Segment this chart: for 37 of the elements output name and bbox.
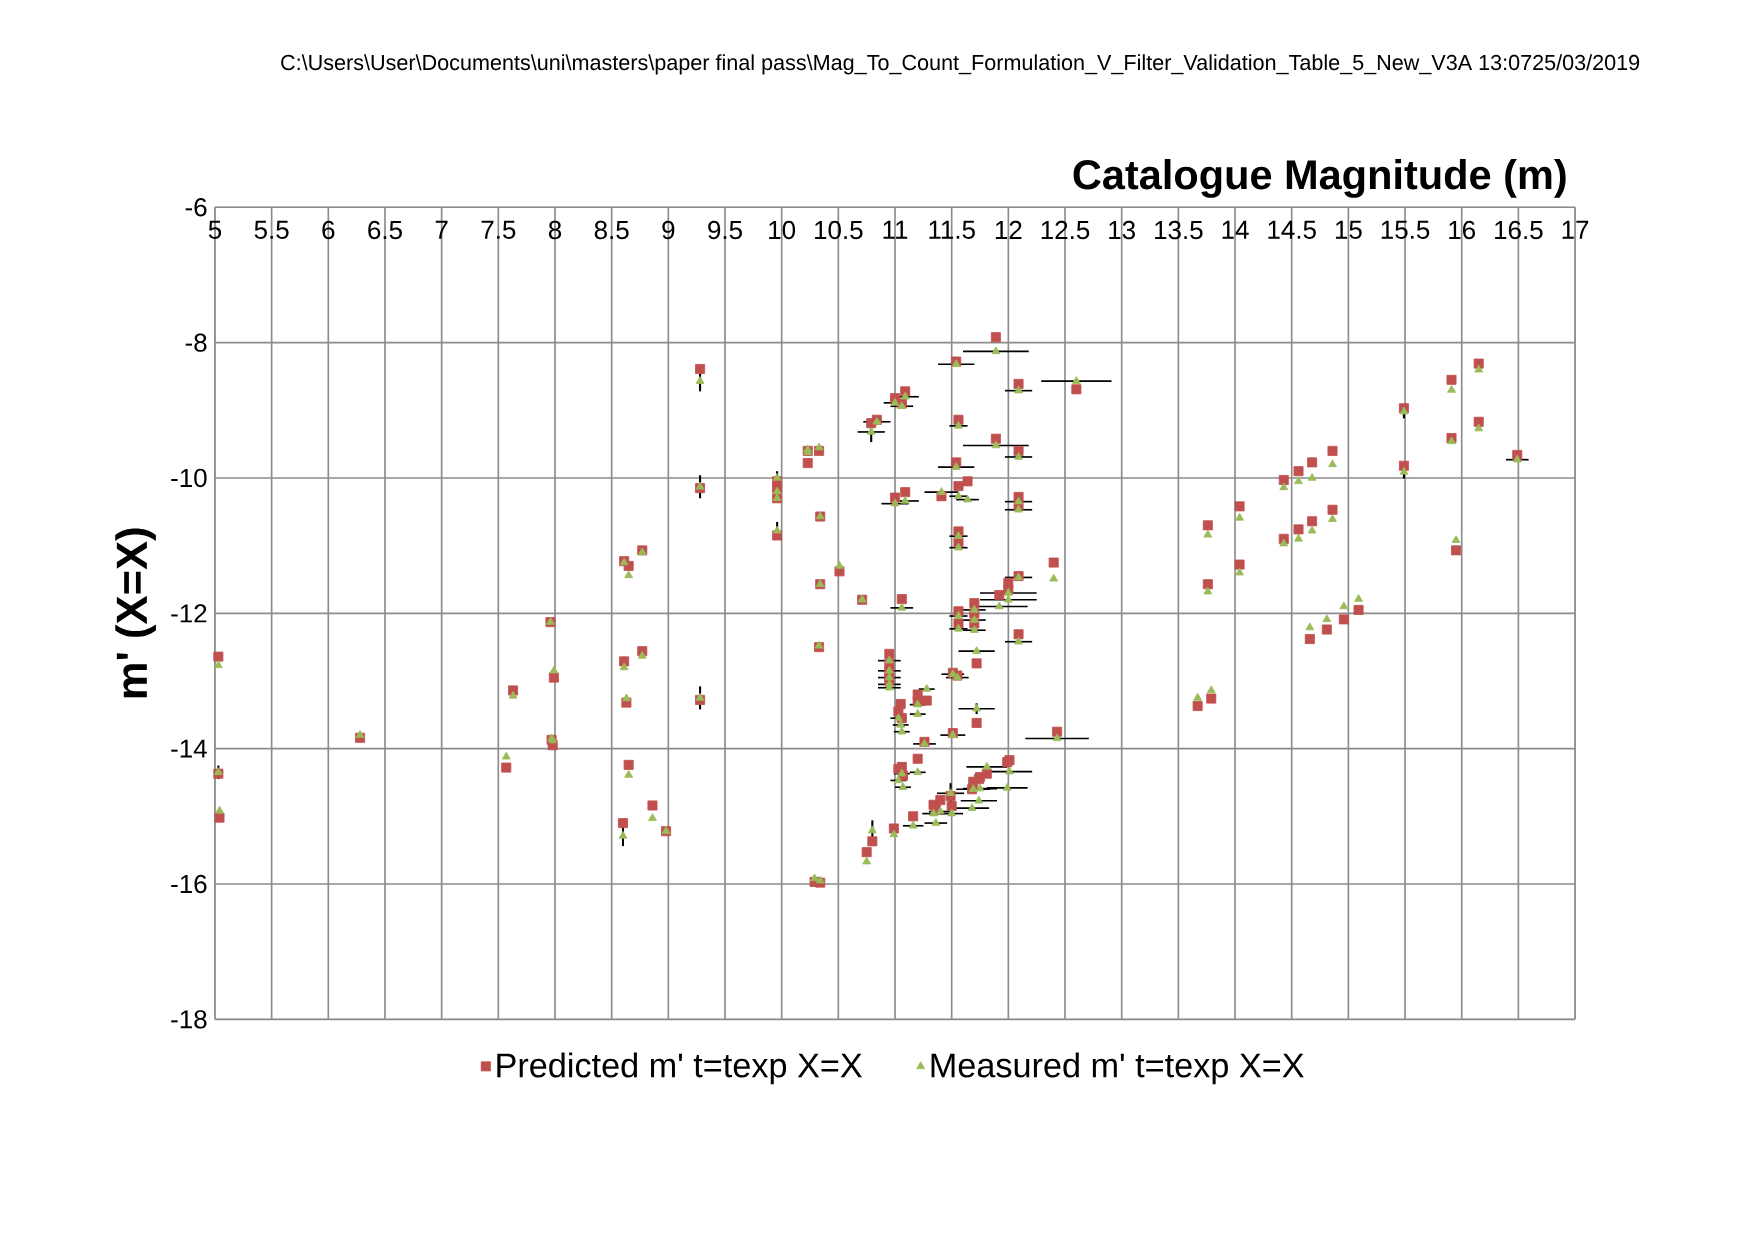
x-tick-label: 10.5 [815, 220, 863, 240]
x-tick-label: 12.5 [1041, 220, 1090, 240]
y-tick-label: -16 [171, 874, 207, 894]
x-tick-label: 16.5 [1495, 220, 1543, 240]
x-tick-label: 14.5 [1268, 220, 1316, 240]
y-tick-label: -10 [171, 468, 207, 488]
legend-label: Predicted m' t=texp X=X [497, 1052, 863, 1085]
legend-label: Measured m' t=texp X=X [931, 1052, 1304, 1085]
x-tick-label: 9.5 [708, 220, 742, 240]
x-tick-label: 11.5 [929, 220, 975, 240]
x-tick-label: 14 [1222, 220, 1249, 239]
y-tick-label: -8 [185, 333, 207, 352]
x-tick-label: 16 [1449, 220, 1475, 240]
y-tick-label: -6 [185, 198, 207, 217]
x-tick-label: 8.5 [594, 220, 629, 240]
x-axis-title: Catalogue Magnitude (m) [1073, 159, 1566, 198]
x-tick-label: 15.5 [1381, 220, 1430, 240]
x-tick-label: 10 [769, 220, 796, 240]
x-tick-label: 17 [1562, 220, 1589, 239]
x-tick-label: 7 [435, 220, 448, 239]
y-axis-title: m' (X=X) [115, 528, 156, 698]
x-tick-label: 11 [883, 220, 908, 239]
x-tick-label: 5.5 [254, 220, 289, 240]
x-tick-label: 5 [208, 220, 222, 240]
x-tick-label: 8 [548, 220, 562, 240]
x-tick-label: 15 [1335, 220, 1362, 240]
y-tick-label: -18 [171, 1010, 207, 1029]
y-tick-label: -12 [171, 604, 207, 623]
x-tick-label: 6 [322, 220, 335, 240]
y-tick-label: -14 [171, 739, 207, 758]
x-tick-label: 7.5 [481, 220, 516, 240]
x-tick-label: 12 [995, 220, 1022, 240]
x-tick-label: 13 [1109, 220, 1135, 240]
x-tick-label: 6.5 [368, 220, 402, 240]
x-tick-label: 13.5 [1155, 220, 1203, 240]
text: C:\Users\User\Documents\uni\masters\paper final pass\Mag_To_Count_Formulation_V_Filter_Validation_Table_5_New_V3A 13:0725/03/2019 [281, 54, 1640, 75]
x-tick-label: 9 [662, 220, 675, 240]
